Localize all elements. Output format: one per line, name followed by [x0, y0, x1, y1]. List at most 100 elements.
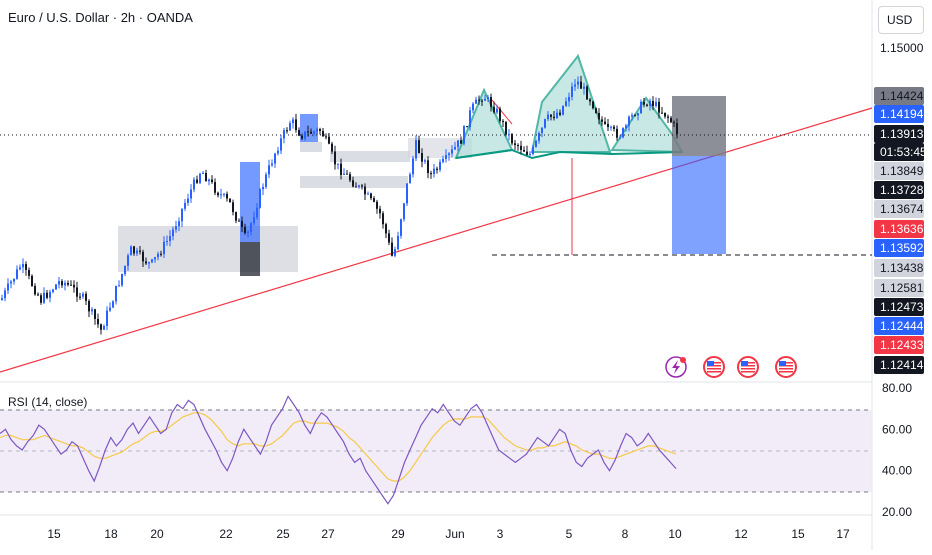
price-tag [874, 143, 924, 161]
us-flag-icon[interactable] [737, 356, 759, 378]
candle-body [604, 121, 606, 124]
time-tick-label: 15 [791, 527, 805, 541]
candle-body [154, 257, 156, 260]
candle-body [22, 264, 24, 268]
candle-body [496, 108, 498, 113]
price-tag-label: 1.12414 [880, 358, 924, 372]
candle-body [439, 161, 441, 170]
price-tag [874, 162, 924, 180]
candle-body [661, 112, 663, 114]
candle-body [331, 143, 333, 152]
candle-body [388, 233, 390, 243]
candle-body [112, 301, 114, 308]
candle-body [178, 221, 180, 227]
candle-body [142, 251, 144, 262]
candle-body [619, 137, 621, 139]
us-flag-icon[interactable] [703, 356, 725, 378]
candle-body [322, 130, 324, 137]
candle-body [451, 149, 453, 154]
price-tick-label: 1.15000 [880, 41, 924, 55]
price-tag-label: 1.13913 [880, 127, 924, 141]
candle-body [385, 224, 387, 234]
candle-body [397, 235, 399, 250]
candle-body [568, 96, 570, 102]
candle-body [349, 174, 351, 181]
candle-body [334, 151, 336, 165]
candle-body [166, 240, 168, 242]
price-tag-label: 1.14424 [880, 89, 924, 103]
candle-body [118, 285, 120, 287]
price-tag [874, 259, 924, 277]
demand-zone-left[interactable] [118, 226, 298, 272]
candle-body [481, 100, 483, 102]
candle-body [220, 194, 222, 196]
candle-body [40, 295, 42, 303]
candle-body [145, 261, 147, 264]
candle-body [616, 128, 618, 138]
neckline[interactable] [455, 148, 683, 160]
currency-selector[interactable]: USD [878, 6, 924, 34]
candle-body [553, 116, 555, 119]
lightning-icon[interactable] [665, 356, 687, 378]
candle-body [580, 81, 582, 89]
stop-loss-zone[interactable] [672, 96, 726, 156]
candle-body [469, 110, 471, 127]
candle-body [517, 145, 519, 147]
grey-zone-4[interactable] [408, 138, 472, 158]
time-tick-label: 10 [668, 527, 682, 541]
candle-body [259, 189, 261, 208]
candle-body [583, 86, 585, 89]
candle-body [52, 289, 54, 293]
candle-body [253, 217, 255, 224]
candle-body [286, 130, 288, 132]
candle-body [307, 131, 309, 133]
us-flag-icon[interactable] [775, 356, 797, 378]
candle-body [196, 179, 198, 183]
price-tag-label: 1.13674 [880, 202, 924, 216]
candle-body [181, 208, 183, 222]
candle-body [502, 120, 504, 122]
grey-zone-2[interactable] [330, 151, 410, 162]
candle-body [184, 202, 186, 209]
time-tick-label: 8 [622, 527, 629, 541]
candle-body [445, 155, 447, 159]
head[interactable] [530, 53, 612, 153]
candle-body [586, 86, 588, 100]
candle-body [655, 101, 657, 106]
candle-body [61, 281, 63, 286]
candle-body [598, 112, 600, 120]
candle-body [652, 100, 654, 106]
candle-body [133, 246, 135, 254]
candle-body [64, 282, 66, 286]
candle-body [16, 269, 18, 279]
candle-body [244, 226, 246, 233]
rising-trendline[interactable] [0, 107, 873, 373]
take-profit-zone[interactable] [672, 156, 726, 254]
time-tick-label: 22 [219, 527, 233, 541]
candle-body [100, 324, 102, 330]
dark-zone-lower[interactable] [240, 242, 260, 276]
candle-body [628, 116, 630, 126]
candle-body [613, 126, 615, 129]
candle-body [262, 186, 264, 190]
candle-body [589, 99, 591, 102]
candle-body [649, 100, 651, 106]
candle-body [676, 123, 678, 135]
candle-body [352, 180, 354, 187]
candle-body [499, 108, 501, 121]
rsi-tick-label: 80.00 [882, 381, 912, 395]
price-tag [874, 336, 924, 354]
candle-body [1, 298, 3, 300]
rsi-line [0, 395, 677, 505]
price-tag-label: 1.13849 [880, 164, 924, 178]
candle-body [55, 284, 57, 290]
candle-body [7, 283, 9, 291]
candle-body [373, 198, 375, 202]
candle-body [556, 112, 558, 119]
candle-body [643, 101, 645, 105]
candle-body [421, 153, 423, 162]
grey-zone-1[interactable] [300, 142, 322, 152]
candle-body [673, 122, 675, 124]
candle-body [49, 292, 51, 298]
